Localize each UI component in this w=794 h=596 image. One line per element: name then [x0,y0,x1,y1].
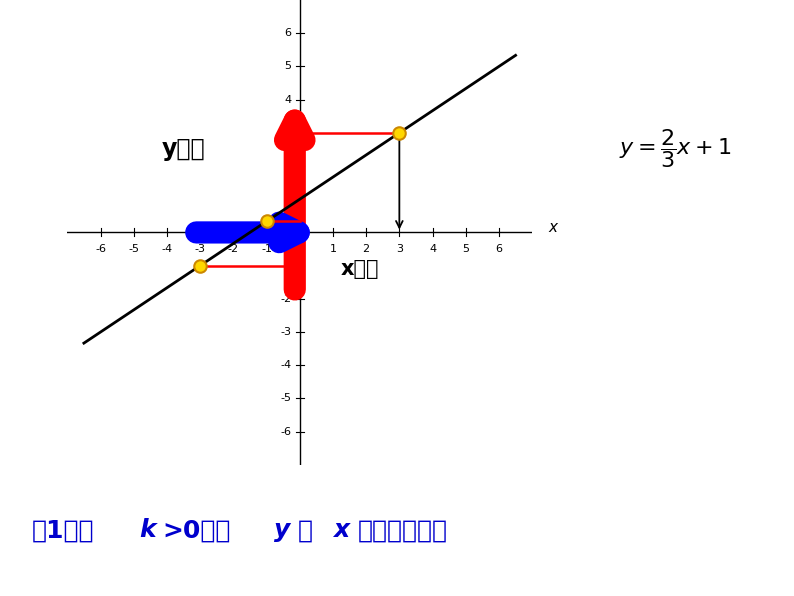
Text: x: x [333,519,349,542]
Text: -5: -5 [128,244,139,254]
Text: y增大: y增大 [162,138,206,162]
Text: k: k [139,519,156,542]
Text: 3: 3 [284,128,291,138]
Text: -3: -3 [195,244,206,254]
Text: 5: 5 [462,244,469,254]
Text: 1: 1 [284,194,291,204]
Text: 2: 2 [284,161,291,171]
Text: -2: -2 [280,294,291,304]
Text: -1: -1 [280,260,291,271]
Text: -4: -4 [161,244,172,254]
Text: 4: 4 [429,244,436,254]
Text: y: y [274,519,290,542]
Text: 1: 1 [330,244,337,254]
Text: -2: -2 [228,244,239,254]
Text: 5: 5 [284,61,291,72]
Text: 2: 2 [363,244,370,254]
Text: 6: 6 [284,28,291,38]
Text: $y=\dfrac{2}{3}x+1$: $y=\dfrac{2}{3}x+1$ [619,128,732,170]
Text: -6: -6 [280,427,291,437]
Text: x增大: x增大 [341,259,379,279]
Text: （1）当: （1）当 [32,519,94,542]
Text: -5: -5 [280,393,291,403]
Text: -4: -4 [280,360,291,370]
Text: 的增大而增大: 的增大而增大 [357,519,447,542]
Text: x: x [549,220,557,235]
Text: 6: 6 [495,244,503,254]
Text: 4: 4 [284,95,291,105]
Text: 随: 随 [298,519,313,542]
Text: -3: -3 [280,327,291,337]
Text: -1: -1 [261,244,272,254]
Text: >0时，: >0时， [163,519,231,542]
Text: -6: -6 [95,244,106,254]
Text: 3: 3 [396,244,403,254]
